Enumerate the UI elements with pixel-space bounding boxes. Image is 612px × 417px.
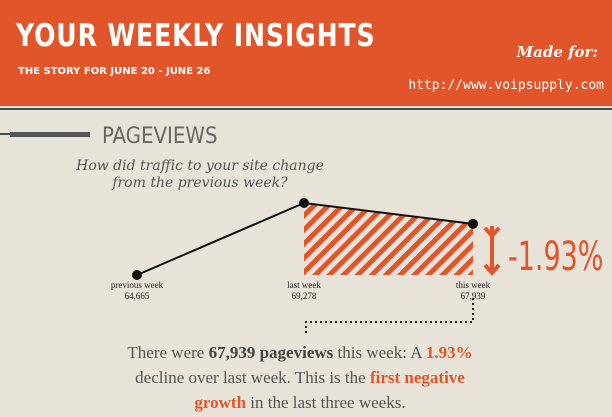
- point: [468, 218, 478, 229]
- change-label: -1.93%: [508, 234, 603, 280]
- summary-segment: this week: A: [333, 343, 426, 362]
- summary-segment: decline over last week. This is the: [135, 368, 370, 387]
- summary: There were 67,939 pageviews this week: A…: [120, 340, 480, 415]
- section-title: PAGEVIEWS: [102, 124, 218, 149]
- arrow: [483, 225, 501, 277]
- made-for: Made for:: [516, 43, 598, 61]
- point: [132, 270, 142, 280]
- divider-bar: [10, 132, 90, 137]
- value-label: 69,278: [292, 291, 317, 301]
- category-label: previous week: [111, 280, 164, 290]
- section-title-bg: [90, 124, 208, 144]
- connector: [305, 298, 474, 336]
- category-label: last week: [287, 280, 321, 290]
- category-label: this week: [456, 280, 491, 290]
- divider: [0, 108, 612, 110]
- subtitle: THE STORY FOR JUNE 20 - JUNE 26: [18, 66, 211, 77]
- decline-area: [304, 203, 473, 275]
- value-label: 64,665: [125, 291, 150, 301]
- title: YOUR WEEKLY INSIGHTS: [16, 18, 376, 54]
- url: http://www.voipsupply.com: [408, 78, 604, 93]
- summary-segment: 67,939 pageviews: [208, 343, 334, 362]
- divider-gap: [208, 132, 612, 137]
- point: [299, 198, 309, 208]
- question: from the previous week?: [111, 175, 288, 191]
- question: How did traffic to your site change: [75, 158, 324, 174]
- value-label: 67,939: [461, 291, 486, 301]
- chart: PAGEVIEWS How did traffic to your site c…: [0, 108, 612, 336]
- summary-segment: in the last three weeks.: [246, 393, 406, 412]
- summary-segment: first negative growth: [194, 368, 465, 412]
- summary-segment: 1.93%: [425, 343, 473, 362]
- summary-segment: There were: [127, 343, 209, 362]
- header: YOUR WEEKLY INSIGHTS THE STORY FOR JUNE …: [0, 0, 612, 106]
